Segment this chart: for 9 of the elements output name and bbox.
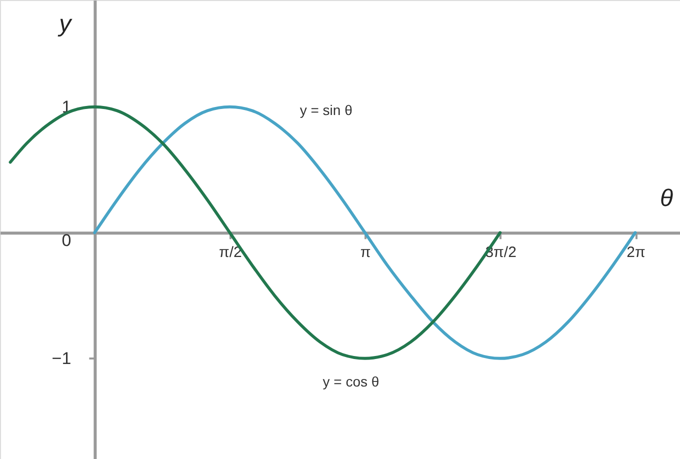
x-tick-label: π	[360, 244, 371, 262]
series-label: y = sin θ	[300, 102, 353, 118]
y-tick-label: −1	[52, 348, 72, 368]
y-tick-label: 0	[62, 231, 72, 250]
series-label: y = cos θ	[322, 373, 380, 390]
x-tick-label: 2π	[626, 244, 646, 262]
y-axis-title: y	[57, 10, 74, 38]
x-tick-label: 3π/2	[485, 244, 516, 262]
x-axis-title: θ	[660, 185, 674, 212]
